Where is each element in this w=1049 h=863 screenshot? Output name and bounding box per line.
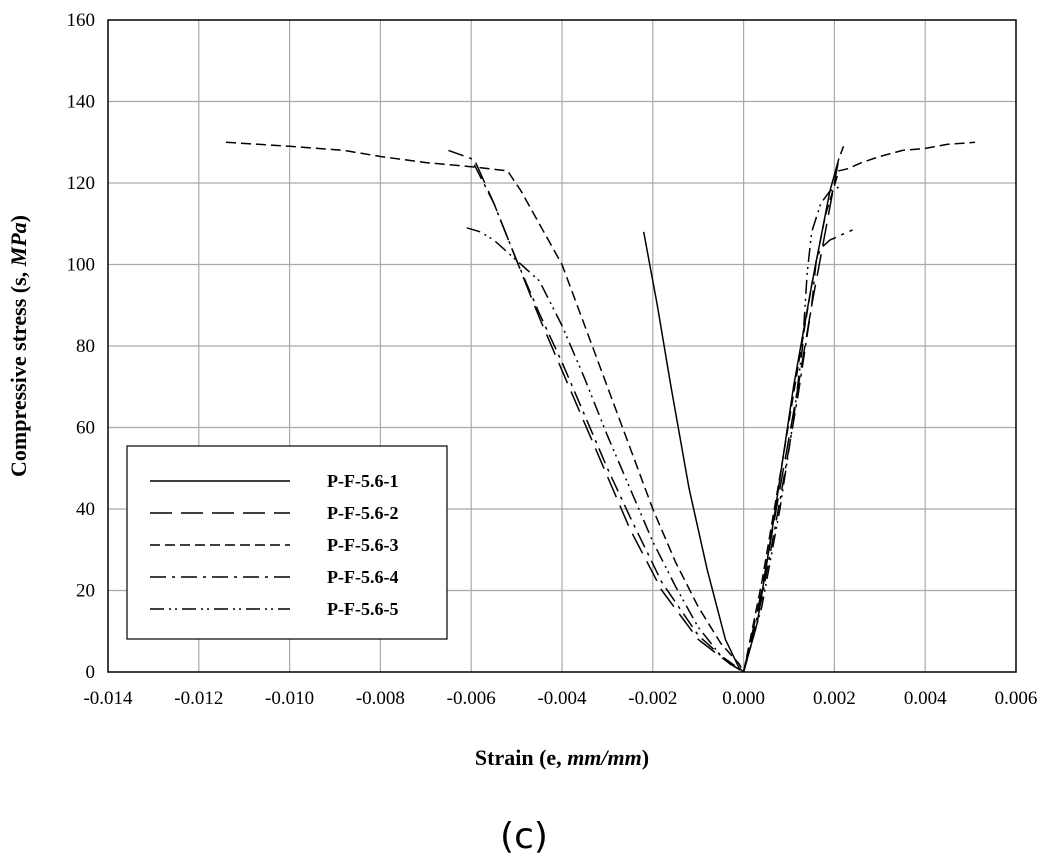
legend-label-3: P-F-5.6-3 [327, 535, 398, 555]
legend-label-1: P-F-5.6-1 [327, 471, 398, 491]
series-line-3 [225, 141, 745, 673]
x-axis-title: Strain (e, mm/mm) [475, 745, 649, 770]
y-tick-labels: 0 20 40 60 80 100 120 140 160 [67, 10, 96, 683]
x-tick-label: -0.004 [537, 688, 587, 709]
series-line-2 [475, 162, 744, 673]
x-tick-label: 0.000 [722, 688, 765, 709]
x-tick-label: -0.002 [628, 688, 677, 709]
series-line-3 [742, 141, 976, 673]
y-axis-title: Compressive stress (s, MPa) [6, 215, 31, 477]
y-tick-label: 160 [67, 10, 96, 31]
x-tick-label: -0.010 [265, 688, 314, 709]
x-tick-label: -0.014 [83, 688, 133, 709]
x-tick-label: -0.008 [356, 688, 405, 709]
legend-label-2: P-F-5.6-2 [327, 503, 398, 523]
x-tick-labels: -0.014 -0.012 -0.010 -0.008 -0.006 -0.004 -0.0… [83, 688, 1037, 709]
y-tick-label: 140 [67, 92, 96, 113]
series-line-5 [466, 227, 745, 673]
legend: P-F-5.6-1 P-F-5.6-2 P-F-5.6-3 P-F-5.6-4 P-F-… [126, 445, 448, 640]
y-tick-label: 80 [76, 336, 95, 357]
legend-items: P-F-5.6-1 P-F-5.6-2 P-F-5.6-3 P-F-5.6-4 P-F-… [150, 471, 398, 619]
y-tick-label: 0 [86, 662, 96, 683]
legend-label-4: P-F-5.6-4 [327, 567, 398, 587]
series-line-5 [742, 186, 840, 673]
legend-label-5: P-F-5.6-5 [327, 599, 398, 619]
x-tick-label: 0.004 [904, 688, 947, 709]
series-lines [225, 141, 976, 673]
y-tick-label: 40 [76, 499, 95, 520]
series-line-2 [742, 146, 845, 673]
x-tick-label: 0.002 [813, 688, 856, 709]
x-tick-label: 0.006 [995, 688, 1038, 709]
y-tick-label: 60 [76, 418, 95, 439]
panel-label: (c) [500, 816, 548, 857]
series-line-4 [448, 149, 744, 673]
series-line-1 [642, 231, 745, 673]
x-tick-label: -0.006 [447, 688, 496, 709]
y-tick-label: 20 [76, 581, 95, 602]
x-tick-label: -0.012 [174, 688, 223, 709]
plot-frame [107, 19, 1017, 673]
legend-box [126, 445, 448, 640]
y-tick-label: 100 [67, 255, 96, 276]
series-line-4 [742, 229, 853, 673]
y-tick-label: 120 [67, 173, 96, 194]
